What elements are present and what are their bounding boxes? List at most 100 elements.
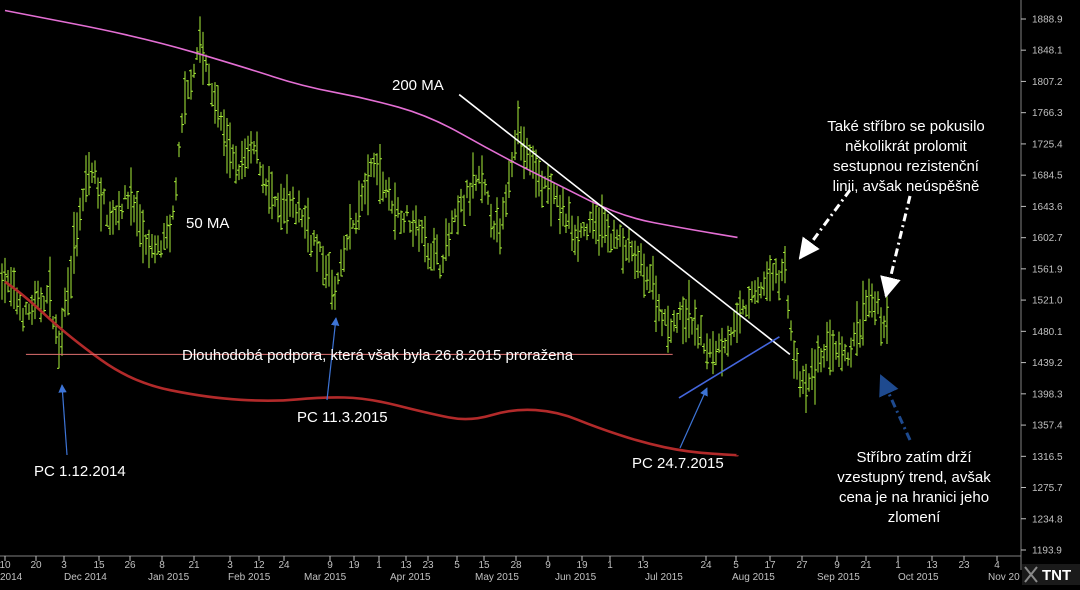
price-bar bbox=[678, 301, 682, 321]
price-bar bbox=[477, 165, 481, 184]
price-bar bbox=[702, 343, 706, 354]
price-bar bbox=[882, 315, 886, 339]
y-axis-tick-label: 1439.2 bbox=[1032, 358, 1063, 369]
price-bar bbox=[435, 234, 439, 265]
price-bar bbox=[642, 253, 646, 298]
price-bar bbox=[747, 286, 751, 319]
x-axis-day-label: 21 bbox=[188, 560, 200, 571]
label-silver-uptrend-line: cena je na hranici jeho bbox=[839, 489, 989, 506]
price-bar bbox=[258, 161, 262, 176]
price-bar bbox=[246, 135, 250, 169]
price-bar bbox=[870, 283, 874, 318]
price-bar bbox=[303, 205, 307, 239]
y-axis-tick-label: 1807.2 bbox=[1032, 77, 1063, 88]
price-bar bbox=[279, 183, 283, 231]
price-bar bbox=[240, 140, 244, 180]
x-axis-month-label: Feb 2015 bbox=[228, 572, 271, 583]
price-bar bbox=[447, 222, 451, 257]
price-bar bbox=[189, 69, 193, 100]
price-bar bbox=[231, 144, 235, 170]
price-bar bbox=[684, 299, 688, 343]
x-axis-day-label: 26 bbox=[124, 560, 136, 571]
price-bar bbox=[243, 138, 247, 177]
price-bar bbox=[57, 330, 61, 369]
price-bar bbox=[27, 303, 31, 320]
x-axis-day-label: 23 bbox=[422, 560, 434, 571]
price-bar bbox=[369, 158, 373, 177]
price-bar bbox=[513, 130, 517, 161]
price-bar bbox=[660, 309, 664, 337]
price-bar bbox=[765, 261, 769, 301]
price-bar bbox=[411, 210, 415, 247]
price-bar bbox=[783, 245, 787, 284]
price-bar bbox=[786, 295, 790, 319]
price-bar bbox=[255, 131, 259, 164]
x-axis-day-label: 5 bbox=[733, 560, 739, 571]
price-bar bbox=[885, 296, 889, 344]
price-bar bbox=[207, 63, 211, 87]
y-axis-tick-label: 1848.1 bbox=[1032, 46, 1063, 57]
price-bar bbox=[144, 234, 148, 255]
price-bar bbox=[93, 160, 97, 184]
price-bar bbox=[822, 344, 826, 368]
trendlines bbox=[25, 93, 791, 399]
label-pc-1-12-2014: PC 1.12.2014 bbox=[34, 463, 126, 480]
price-bar bbox=[588, 211, 592, 233]
price-bar bbox=[156, 235, 160, 255]
price-bar bbox=[309, 234, 313, 257]
price-bar bbox=[402, 213, 406, 233]
x-axis-day-label: 20 bbox=[30, 560, 42, 571]
price-bar bbox=[471, 152, 475, 199]
price-bar bbox=[666, 305, 670, 353]
price-bar bbox=[723, 337, 727, 354]
price-bar bbox=[393, 182, 397, 240]
x-axis-day-label: 1 bbox=[376, 560, 382, 571]
logo-mark-icon bbox=[1024, 566, 1038, 583]
price-bar bbox=[537, 159, 541, 197]
price-bar bbox=[762, 271, 766, 296]
price-bar bbox=[135, 191, 139, 237]
label-pc-11-3-2015: PC 11.3.2015 bbox=[297, 409, 388, 426]
price-bar bbox=[66, 267, 70, 316]
price-bar bbox=[570, 215, 574, 252]
x-axis-month-label: Jun 2015 bbox=[555, 572, 597, 583]
price-bar bbox=[759, 282, 763, 299]
price-bar bbox=[405, 205, 409, 217]
price-bar bbox=[45, 285, 49, 304]
price-bar bbox=[72, 211, 76, 274]
price-bar bbox=[3, 257, 7, 304]
price-bar bbox=[318, 241, 322, 253]
price-bar bbox=[669, 318, 673, 344]
price-bar bbox=[612, 219, 616, 249]
price-bar bbox=[603, 209, 607, 243]
price-bar bbox=[84, 155, 88, 203]
price-bar bbox=[582, 222, 586, 237]
price-bar bbox=[615, 229, 619, 250]
price-bar bbox=[147, 229, 151, 269]
price-bar bbox=[585, 223, 589, 241]
x-axis-day-label: 10 bbox=[0, 560, 11, 571]
price-bar bbox=[90, 162, 94, 184]
x-axis-month-label: Jan 2015 bbox=[148, 572, 190, 583]
price-bar bbox=[216, 85, 220, 128]
price-bar bbox=[159, 240, 163, 258]
price-bar bbox=[501, 197, 505, 230]
price-bar bbox=[498, 218, 502, 255]
price-bar bbox=[444, 218, 448, 261]
price-bar bbox=[621, 228, 625, 274]
price-bar bbox=[657, 294, 661, 322]
price-bar bbox=[675, 312, 679, 333]
price-bar bbox=[225, 118, 229, 174]
price-bar bbox=[573, 224, 577, 256]
price-bar bbox=[846, 352, 850, 366]
price-bar bbox=[609, 233, 613, 253]
price-bar bbox=[78, 197, 82, 231]
price-bar bbox=[138, 204, 142, 247]
y-axis-tick-label: 1766.3 bbox=[1032, 108, 1063, 119]
price-bar bbox=[768, 255, 772, 302]
price-bar bbox=[840, 336, 844, 372]
x-axis-day-label: 24 bbox=[700, 560, 712, 571]
price-bar bbox=[261, 164, 265, 194]
x-axis-day-label: 8 bbox=[159, 560, 165, 571]
price-bar bbox=[357, 180, 361, 231]
